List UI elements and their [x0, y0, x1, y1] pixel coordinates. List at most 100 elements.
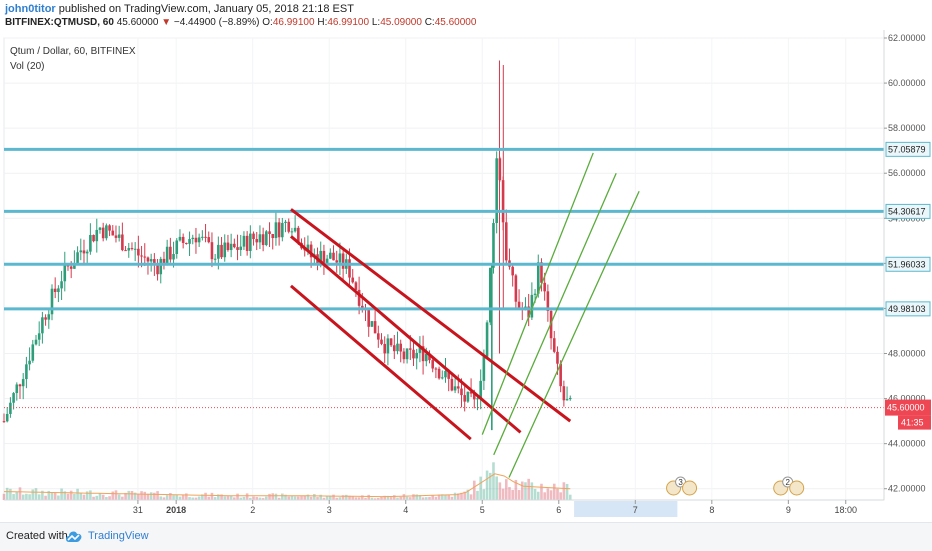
volume-bar: [213, 497, 217, 500]
candle-body: [421, 346, 425, 362]
candle-body: [562, 386, 566, 401]
volume-bar: [530, 482, 534, 500]
volume-bar: [498, 482, 502, 500]
volume-bar: [191, 497, 195, 500]
candle-body: [386, 338, 390, 354]
volume-bar: [354, 497, 358, 500]
volume-bar: [124, 492, 127, 500]
volume-bar: [63, 491, 67, 500]
candle-body: [50, 288, 54, 315]
candle-body: [5, 413, 9, 422]
volume-bar: [201, 494, 204, 500]
candle-body: [402, 351, 406, 360]
candle-body: [377, 333, 380, 340]
candle-body: [114, 235, 118, 238]
volume-bar: [217, 494, 220, 500]
header-bar: john0titor published on TradingView.com,…: [0, 0, 932, 30]
candle-body: [533, 293, 537, 295]
candle-body: [53, 288, 57, 293]
volume-bar: [277, 497, 281, 500]
volume-bar: [111, 491, 115, 500]
candle-body: [444, 370, 447, 378]
candle-body: [82, 250, 86, 254]
volume-bar: [447, 494, 450, 500]
candle-body: [556, 351, 559, 364]
candle-body: [552, 338, 556, 352]
volume-bar: [133, 492, 137, 500]
candle-body: [73, 263, 76, 269]
candle-body: [536, 262, 540, 294]
candle-body: [389, 338, 393, 346]
volume-bar: [239, 497, 243, 500]
candle-body: [105, 225, 108, 239]
candle-body: [188, 239, 191, 244]
volume-bar: [194, 497, 198, 500]
volume-bar: [82, 494, 86, 500]
volume-bar: [293, 496, 297, 500]
volume-bar: [424, 497, 428, 500]
candle-body: [92, 234, 95, 242]
volume-bar: [338, 497, 342, 500]
candle-body: [213, 258, 217, 260]
candle-body: [281, 222, 284, 238]
volume-bar: [527, 478, 530, 500]
author-link[interactable]: john0titor: [5, 3, 56, 15]
level-tag-label: 54.30617: [888, 206, 926, 216]
price-chart[interactable]: 57.05879 54.30617 51.96033 49.98103 42.00000…: [0, 30, 932, 522]
volume-bar: [130, 491, 134, 500]
candle-body: [338, 253, 342, 263]
volume-bar: [415, 494, 418, 500]
candle-body: [185, 242, 188, 244]
volume-bar: [73, 493, 76, 500]
volume-bar: [85, 491, 89, 500]
volume-bar: [341, 495, 345, 500]
tradingview-brand[interactable]: TradingView: [88, 530, 149, 542]
level-tag-label: 57.05879: [888, 144, 926, 154]
volume-bar: [268, 493, 271, 500]
descending-channel-line: [289, 235, 522, 434]
volume-bar: [322, 497, 326, 500]
volume-bar: [137, 494, 140, 500]
candle-body: [25, 364, 28, 380]
event-count-label: 3: [678, 478, 683, 487]
candle-body: [258, 234, 262, 243]
volume-bar: [156, 491, 159, 500]
candle-body: [456, 386, 460, 389]
volume-bar: [149, 492, 153, 500]
candle-body: [76, 252, 79, 264]
candle-body: [495, 158, 498, 224]
volume-bar: [418, 495, 422, 500]
candle-body: [373, 321, 377, 334]
volume-bar: [25, 493, 28, 500]
candle-body: [504, 222, 508, 261]
volume-bar: [229, 495, 233, 500]
volume-bar: [175, 495, 179, 500]
volume-bar: [261, 498, 265, 500]
x-tick-label: 4: [403, 505, 408, 515]
y-tick-label: 46.00000: [888, 394, 926, 404]
candle-body: [140, 255, 143, 257]
volume-bar: [69, 490, 73, 500]
volume-bar: [121, 496, 124, 500]
volume-bar: [265, 496, 268, 500]
candle-body: [12, 393, 15, 403]
volume-bar: [552, 483, 556, 500]
candle-body: [239, 246, 243, 250]
x-tick-label: 7: [633, 505, 638, 515]
open-label: O:: [262, 17, 273, 28]
volume-bar: [428, 497, 431, 500]
volume-bar: [181, 494, 185, 500]
candle-body: [111, 230, 115, 236]
candle-body: [393, 345, 396, 352]
candle-body: [197, 237, 201, 243]
volume-bar: [460, 492, 463, 500]
candle-body: [380, 339, 383, 344]
candle-body: [329, 252, 332, 259]
high-value: 46.99100: [327, 17, 370, 28]
volume-bar: [383, 495, 387, 500]
candle-body: [517, 301, 521, 308]
candle-body: [440, 377, 444, 379]
volume-bar: [255, 497, 259, 500]
volume-bar: [501, 488, 505, 500]
candle-body: [287, 221, 291, 232]
